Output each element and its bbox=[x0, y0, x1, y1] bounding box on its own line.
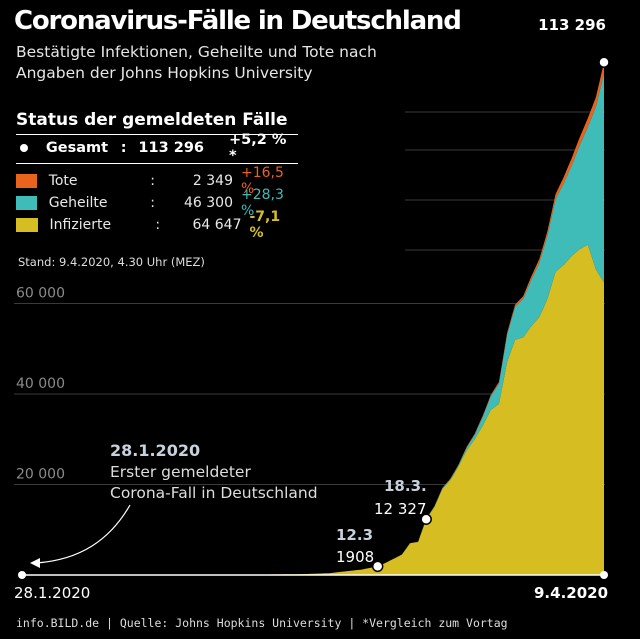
legend-value: 46 300 bbox=[183, 195, 233, 211]
chart-subtitle: Bestätigte Infektionen, Geheilte und Tot… bbox=[16, 42, 436, 84]
timestamp: Stand: 9.4.2020, 4.30 Uhr (MEZ) bbox=[18, 255, 205, 269]
colon: : bbox=[150, 173, 155, 189]
gesamt-row: Gesamt : 113 296 +5,2 % * bbox=[16, 132, 298, 164]
gesamt-value: 113 296 bbox=[138, 140, 205, 156]
end-dot bbox=[600, 571, 608, 579]
status-title: Status der gemeldeten Fälle bbox=[16, 110, 298, 135]
legend-swatch bbox=[16, 218, 38, 232]
y-tick-label: 20 000 bbox=[16, 466, 65, 482]
total-cases-label: 113 296 bbox=[538, 16, 606, 34]
start-dot bbox=[18, 571, 26, 579]
total-dot bbox=[598, 56, 610, 68]
colon: : bbox=[150, 195, 155, 211]
annotation-arrow bbox=[35, 504, 131, 564]
colon: : bbox=[120, 140, 127, 156]
legend-row-infizierte: Infizierte: 64 647 -7,1 % bbox=[16, 209, 298, 241]
subtitle-line-1: Bestätigte Infektionen, Geheilte und Tot… bbox=[16, 43, 377, 61]
legend-label: Infizierte bbox=[49, 217, 112, 233]
marker-18-3 bbox=[420, 513, 432, 525]
annotation-first-case-date: 28.1.2020 bbox=[110, 441, 200, 460]
legend-rows: Tote:2 349 +16,5 % Geheilte:46 300 +28,3 % I… bbox=[16, 165, 298, 241]
subtitle-line-2: Angaben der Johns Hopkins University bbox=[16, 64, 313, 82]
gesamt-change: +5,2 % * bbox=[229, 132, 287, 164]
arrow-head-icon bbox=[30, 558, 40, 568]
x-start-label: 28.1.2020 bbox=[14, 584, 90, 602]
legend-label: Geheilte bbox=[48, 195, 108, 211]
legend-label: Tote bbox=[48, 173, 78, 189]
annotation-18-3-value: 12 327 bbox=[374, 500, 427, 518]
y-tick-label: 60 000 bbox=[16, 285, 65, 301]
gesamt-label: Gesamt bbox=[45, 140, 109, 156]
chart-title: Coronavirus-Fälle in Deutschland bbox=[14, 6, 462, 36]
legend-swatch bbox=[16, 174, 37, 188]
colon: : bbox=[155, 217, 161, 233]
footer-source: info.BILD.de | Quelle: Johns Hopkins Uni… bbox=[16, 616, 508, 630]
legend-swatch bbox=[16, 196, 37, 210]
marker-12-3 bbox=[371, 560, 384, 573]
annotation-12-3-date: 12.3 bbox=[336, 526, 373, 544]
legend-change: +28,3 % bbox=[240, 187, 284, 219]
legend-change: -7,1 % bbox=[249, 209, 281, 241]
legend-row-geheilte: Geheilte: 46 300 +28,3 % bbox=[16, 187, 298, 219]
annotation-18-3-date: 18.3. bbox=[384, 477, 427, 495]
legend-value: 64 647 bbox=[192, 217, 242, 233]
annotation-first-case-line1: Erster gemeldeter bbox=[110, 463, 251, 481]
dot-icon bbox=[20, 144, 28, 152]
annotation-first-case-line2: Corona-Fall in Deutschland bbox=[110, 484, 318, 502]
legend-change: +16,5 % bbox=[240, 165, 284, 197]
legend-value: 2 349 bbox=[192, 173, 233, 189]
y-tick-label: 40 000 bbox=[16, 376, 65, 392]
area-series-infizierte bbox=[22, 244, 604, 575]
annotation-12-3-value: 1908 bbox=[336, 548, 374, 566]
status-legend: Status der gemeldeten Fälle Gesamt : 113… bbox=[16, 110, 298, 241]
legend-row-tote: Tote: 2 349 +16,5 % bbox=[16, 165, 298, 197]
x-end-label: 9.4.2020 bbox=[534, 584, 608, 602]
